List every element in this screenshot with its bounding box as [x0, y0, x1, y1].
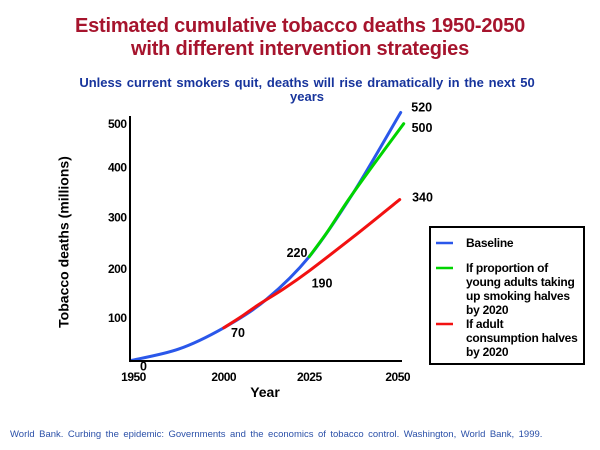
legend-swatch-adult-consumption [436, 322, 453, 325]
chart-title: Estimated cumulative tobacco deaths 1950… [74, 15, 526, 60]
chart-subtitle: Unless current smokers quit, deaths will… [79, 74, 535, 104]
axis-tick-labels: 100 200 300 400 500 1950 2000 2025 2050 [108, 117, 411, 384]
source-citation: World Bank. Curbing the epidemic: Govern… [10, 429, 543, 440]
series-line-0 [129, 111, 403, 363]
series-line-1 [307, 122, 406, 259]
data-label-220: 220 [287, 246, 308, 260]
x-tick-label: 1950 [121, 370, 147, 384]
legend-label-young-adults: If proportion of young adults taking up … [466, 260, 575, 317]
legend-label-adult-consumption: If adult consumption halves by 2020 [466, 316, 578, 359]
data-label-0: 0 [140, 360, 147, 374]
data-label-70: 70 [231, 326, 245, 340]
x-axis-title: Year [250, 384, 280, 400]
y-axis-title: Tobacco deaths (millions) [56, 156, 72, 328]
data-label-190: 190 [312, 277, 333, 291]
legend-label-baseline: Baseline [466, 235, 514, 250]
chart-legend: Baseline If proportion of young adults t… [429, 226, 585, 365]
legend-item-adult-consumption: If adult consumption halves by 2020 [436, 317, 579, 359]
x-tick-label: 2000 [211, 370, 237, 384]
x-tick-label: 2025 [297, 370, 323, 384]
legend-swatch-young-adults [436, 266, 453, 269]
series-data-labels: 0 70 220 190 520 500 340 [140, 101, 433, 374]
y-tick-label: 200 [108, 262, 127, 276]
y-tick-label: 100 [108, 311, 127, 325]
x-tick-label: 2050 [385, 370, 411, 384]
chart-series-lines [129, 111, 406, 363]
y-tick-label: 400 [108, 160, 127, 174]
y-tick-label: 500 [108, 117, 127, 131]
series-line-2 [222, 198, 402, 330]
legend-item-young-adults: If proportion of young adults taking up … [436, 261, 579, 317]
data-label-500: 500 [412, 121, 433, 135]
legend-item-baseline: Baseline [436, 236, 579, 250]
data-label-520: 520 [411, 101, 432, 115]
y-tick-label: 300 [108, 210, 127, 224]
data-label-340: 340 [412, 191, 433, 205]
legend-swatch-baseline [436, 241, 453, 244]
